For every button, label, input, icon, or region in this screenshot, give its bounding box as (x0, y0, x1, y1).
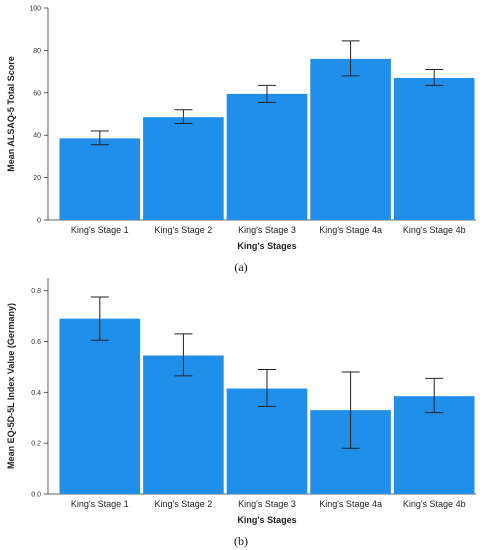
x-tick-label: King's Stage 3 (238, 499, 296, 509)
bar (393, 77, 475, 221)
x-tick-label: King's Stage 2 (155, 499, 213, 509)
y-tick-label: 0.2 (31, 441, 41, 448)
y-tick-label: 0.8 (31, 288, 41, 295)
y-axis-title: Mean EQ-5D-5L Index Value (Germany) (6, 303, 16, 469)
y-tick-label: 40 (33, 133, 41, 140)
y-tick-label: 100 (29, 6, 41, 13)
y-tick-label: 20 (33, 175, 41, 182)
chart-panel-a: 0 20 40 60 80 100 King's Stage 1 King's Stage 2… (6, 6, 476, 274)
chart-panel-b: 0.0 0.2 0.4 0.6 0.8 King's Stage 1 King's Stag… (6, 278, 476, 548)
panel-caption: (a) (234, 260, 247, 274)
x-tick-label: King's Stage 4a (319, 499, 382, 509)
x-axis-title: King's Stages (237, 241, 296, 251)
bar (310, 58, 391, 220)
y-tick-label: 0.0 (31, 492, 41, 499)
y-tick-label: 0.4 (31, 390, 41, 397)
x-tick-label: King's Stage 1 (71, 225, 129, 235)
bar (143, 355, 224, 494)
y-tick-label: 60 (33, 90, 41, 97)
x-tick-label: King's Stage 4b (403, 499, 466, 509)
y-axis-title: Mean ALSAQ-5 Total Score (6, 56, 16, 172)
bar (143, 117, 224, 220)
y-tick-label: 80 (33, 48, 41, 55)
x-tick-label: King's Stage 4a (319, 225, 382, 235)
x-tick-label: King's Stage 4b (403, 225, 466, 235)
y-tick-label: 0.6 (31, 339, 41, 346)
panel-caption: (b) (234, 534, 248, 548)
x-tick-label: King's Stage 3 (238, 225, 296, 235)
bar (59, 138, 141, 220)
x-tick-label: King's Stage 1 (71, 499, 129, 509)
x-axis-title: King's Stages (237, 515, 296, 525)
bar (226, 93, 308, 220)
x-tick-label: King's Stage 2 (155, 225, 213, 235)
bar (59, 318, 141, 494)
y-tick-label: 0 (37, 218, 41, 225)
